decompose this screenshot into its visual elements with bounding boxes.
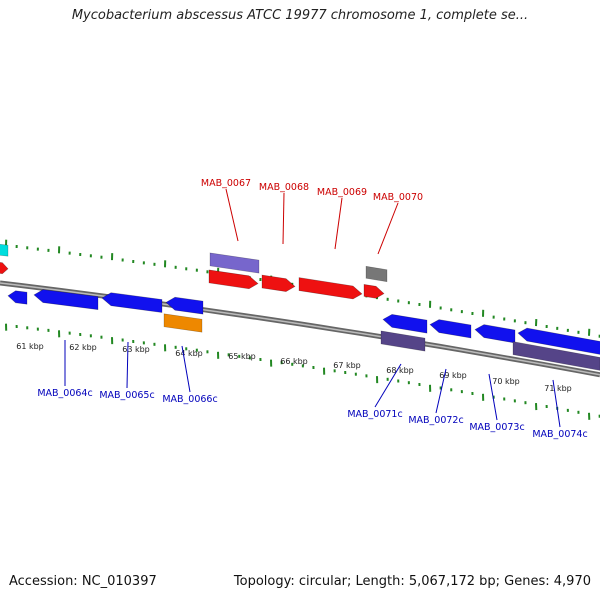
ruler-label: 63 kbp	[122, 345, 150, 354]
ruler-label: 68 kbp	[386, 366, 414, 375]
page-title: Mycobacterium abscessus ATCC 19977 chrom…	[71, 8, 529, 23]
reverse-cds-mab-0064c[interactable]	[33, 289, 99, 310]
ruler-label: 70 kbp	[492, 377, 520, 386]
reverse-gene-label[interactable]: MAB_0071c	[347, 409, 402, 420]
gene-leader-line	[225, 188, 239, 242]
gene-leader-line	[334, 197, 343, 250]
gene-leader-line	[374, 363, 402, 408]
ruler-label: 64 kbp	[175, 349, 203, 358]
reverse-gene-label[interactable]: MAB_0072c	[408, 415, 463, 426]
gene-leader-line	[282, 192, 285, 245]
forward-cds-mab-0069[interactable]	[298, 277, 363, 300]
reverse-cds-mab-0065c[interactable]	[101, 292, 163, 313]
feature-gray-block[interactable]	[365, 265, 388, 283]
ruler-label: 62 kbp	[69, 343, 97, 352]
reverse-gene-label[interactable]: MAB_0066c	[162, 394, 217, 405]
forward-gene-label[interactable]: MAB_0070	[373, 192, 423, 203]
gene-leader-line	[181, 345, 191, 393]
forward-cds-mab-0068[interactable]	[261, 274, 296, 292]
reverse-gene-label[interactable]: MAB_0074c	[532, 429, 587, 440]
feature-orange-block[interactable]	[163, 313, 203, 333]
reverse-cds-mab-0073c[interactable]	[474, 324, 516, 344]
feature-darkpurple-block-2[interactable]	[512, 341, 600, 371]
forward-cds-mab-0070[interactable]	[363, 284, 385, 299]
ruler-label: 66 kbp	[280, 357, 308, 366]
forward-gene-label[interactable]: MAB_0068	[259, 182, 309, 193]
reverse-gene-label[interactable]: MAB_0065c	[99, 390, 154, 401]
forward-gene-label[interactable]: MAB_0067	[201, 178, 251, 189]
gene-leader-line	[377, 202, 399, 255]
accession-label: Accession: NC_010397	[9, 574, 157, 589]
gene-leader-line	[488, 373, 498, 421]
gene-leader-line	[435, 368, 447, 414]
forward-cds-partial[interactable]	[0, 262, 9, 275]
feature-cyan-block[interactable]	[0, 243, 9, 257]
gene-leader-line	[126, 341, 129, 389]
lower-scale-ticks	[5, 323, 600, 420]
chromosome-backbone-highlight	[0, 282, 600, 376]
ruler-label: 65 kbp	[228, 352, 256, 361]
ruler-label: 61 kbp	[16, 342, 44, 351]
reverse-cds-mab-0066c[interactable]	[165, 296, 204, 315]
gene-leader-line	[552, 379, 561, 428]
reverse-cds-mab-0071c[interactable]	[382, 314, 428, 334]
reverse-gene-label[interactable]: MAB_0073c	[469, 422, 524, 433]
ruler-label: 71 kbp	[544, 384, 572, 393]
reverse-cds-mab-0074c[interactable]	[517, 327, 600, 355]
feature-purple-block[interactable]	[209, 252, 260, 274]
forward-cds-mab-0067[interactable]	[208, 269, 259, 290]
reverse-cds-mab-0072c[interactable]	[429, 319, 472, 339]
reverse-gene-label[interactable]: MAB_0064c	[37, 388, 92, 399]
forward-gene-label[interactable]: MAB_0069	[317, 187, 367, 198]
ruler-label: 67 kbp	[333, 361, 361, 370]
ruler-label: 69 kbp	[439, 371, 467, 380]
feature-darkpurple-block-1[interactable]	[380, 330, 426, 352]
genome-summary: Topology: circular; Length: 5,067,172 bp…	[233, 574, 591, 589]
reverse-cds-partial[interactable]	[7, 290, 28, 305]
